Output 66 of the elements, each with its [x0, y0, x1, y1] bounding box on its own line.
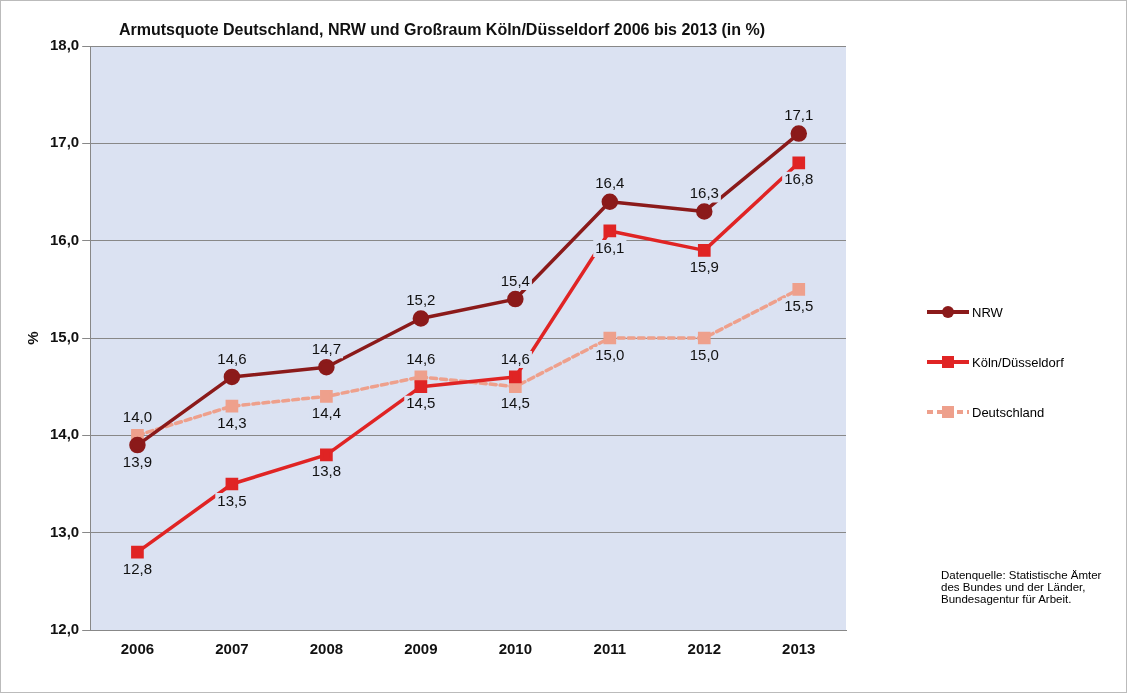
x-tick-label: 2008 [309, 640, 344, 658]
data-label: 16,1 [595, 238, 625, 256]
point [412, 310, 430, 327]
point [318, 358, 335, 376]
y-tick-label: 18,0 [49, 36, 80, 54]
data-label: 15,5 [784, 296, 814, 314]
point [697, 244, 711, 257]
legend-label: NRW [972, 304, 1003, 320]
point [320, 448, 333, 462]
point [225, 477, 239, 491]
x-tick-label: 2006 [120, 640, 155, 658]
data-label: 14,0 [122, 407, 153, 425]
y-tick-label: 17,0 [49, 133, 80, 151]
y-axis-title: % [24, 331, 42, 345]
x-tick-label: 2012 [687, 640, 721, 658]
data-label: 16,4 [595, 174, 625, 192]
legend-label: Deutschland [972, 404, 1045, 420]
data-label: 14,5 [406, 394, 436, 412]
point [697, 331, 711, 345]
point [792, 282, 806, 296]
point [603, 224, 617, 238]
x-tick-label: 2013 [782, 640, 816, 658]
point [507, 290, 524, 308]
point [603, 331, 617, 345]
data-label: 12,8 [122, 559, 153, 577]
point [601, 193, 619, 210]
data-label: 14,3 [217, 413, 247, 431]
data-label: 14,7 [311, 339, 341, 357]
data-label: 14,6 [217, 349, 247, 367]
x-tick-label: 2011 [593, 640, 627, 658]
data-label: 14,5 [500, 394, 530, 412]
point [414, 380, 428, 394]
point [792, 156, 806, 170]
data-label: 16,8 [784, 170, 814, 188]
data-label: 13,8 [311, 462, 341, 480]
point [131, 545, 144, 559]
data-label: 16,3 [689, 184, 719, 202]
x-tick-label: 2010 [498, 640, 533, 658]
data-label: 14,6 [500, 349, 530, 367]
data-label: 15,0 [689, 345, 719, 363]
y-tick-label: 16,0 [49, 230, 80, 248]
y-tick-label: 15,0 [49, 328, 80, 346]
point [790, 125, 808, 142]
text: Datenquelle: Statistische Ämter des Bundes und der Länder, Bundesagentur für Arbeit. [941, 569, 1103, 605]
point [320, 390, 333, 403]
point [223, 368, 241, 386]
data-label: 17,1 [784, 106, 814, 124]
data-label: 14,4 [311, 404, 341, 422]
point [129, 436, 146, 454]
data-label: 15,4 [500, 271, 530, 289]
legend-label: Köln/Düsseldorf [972, 354, 1064, 370]
y-tick-label: 12,0 [49, 620, 80, 638]
data-label: 13,9 [122, 452, 153, 470]
data-label: 15,2 [406, 291, 436, 309]
point [696, 203, 713, 220]
data-label: 14,6 [406, 349, 436, 367]
chart-title: Armutsquote Deutschland, NRW und Großraum Köln/Düsseldorf 2006 bis 2013 (in %) [119, 21, 766, 39]
x-tick-label: 2009 [404, 640, 438, 658]
x-tick-label: 2007 [215, 640, 249, 658]
data-label: 15,9 [689, 258, 719, 276]
data-label: 13,5 [217, 491, 247, 509]
data-label: 15,0 [595, 345, 625, 363]
point [225, 399, 239, 413]
y-tick-label: 13,0 [49, 522, 80, 540]
y-tick-label: 14,0 [49, 425, 80, 443]
point [508, 370, 522, 384]
